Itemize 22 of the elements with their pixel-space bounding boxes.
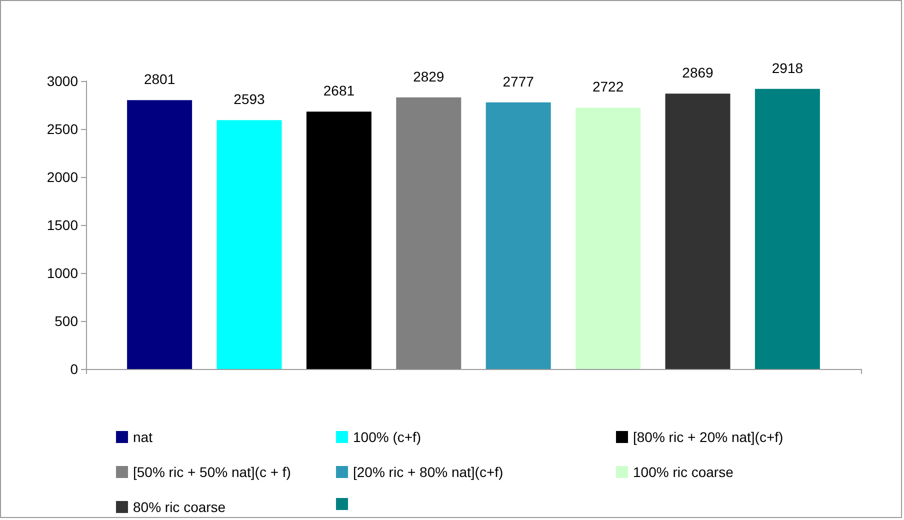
data-label: 2722 — [592, 78, 624, 95]
data-label: 2593 — [234, 91, 266, 108]
legend-label: 80% ric coarse — [133, 499, 226, 515]
data-label: 2681 — [323, 82, 355, 99]
y-tick-label: 2500 — [46, 121, 78, 137]
y-tick-label: 500 — [54, 313, 78, 329]
y-tick-label: 2000 — [46, 169, 78, 185]
y-tick-label: 3000 — [46, 73, 78, 89]
legend-label: 100% ric coarse — [633, 464, 734, 480]
data-label: 2918 — [772, 60, 804, 76]
legend-label: [20% ric + 80% nat](c+f) — [353, 464, 504, 480]
data-label: 2829 — [413, 68, 444, 84]
data-label: 2777 — [502, 73, 534, 90]
data-label: 2869 — [682, 64, 714, 81]
legend-label: 100% (c+f) — [353, 429, 422, 445]
y-tick-label: 1500 — [46, 217, 78, 233]
y-tick-label: 0 — [70, 361, 78, 377]
legend-label: [50% ric + 50% nat](c + f) — [133, 464, 291, 480]
legend-label: nat — [133, 429, 153, 445]
y-tick-label: 1000 — [46, 265, 78, 281]
data-label: 2801 — [144, 71, 176, 88]
legend-label: [80% ric + 20% nat](c+f) — [633, 429, 784, 445]
